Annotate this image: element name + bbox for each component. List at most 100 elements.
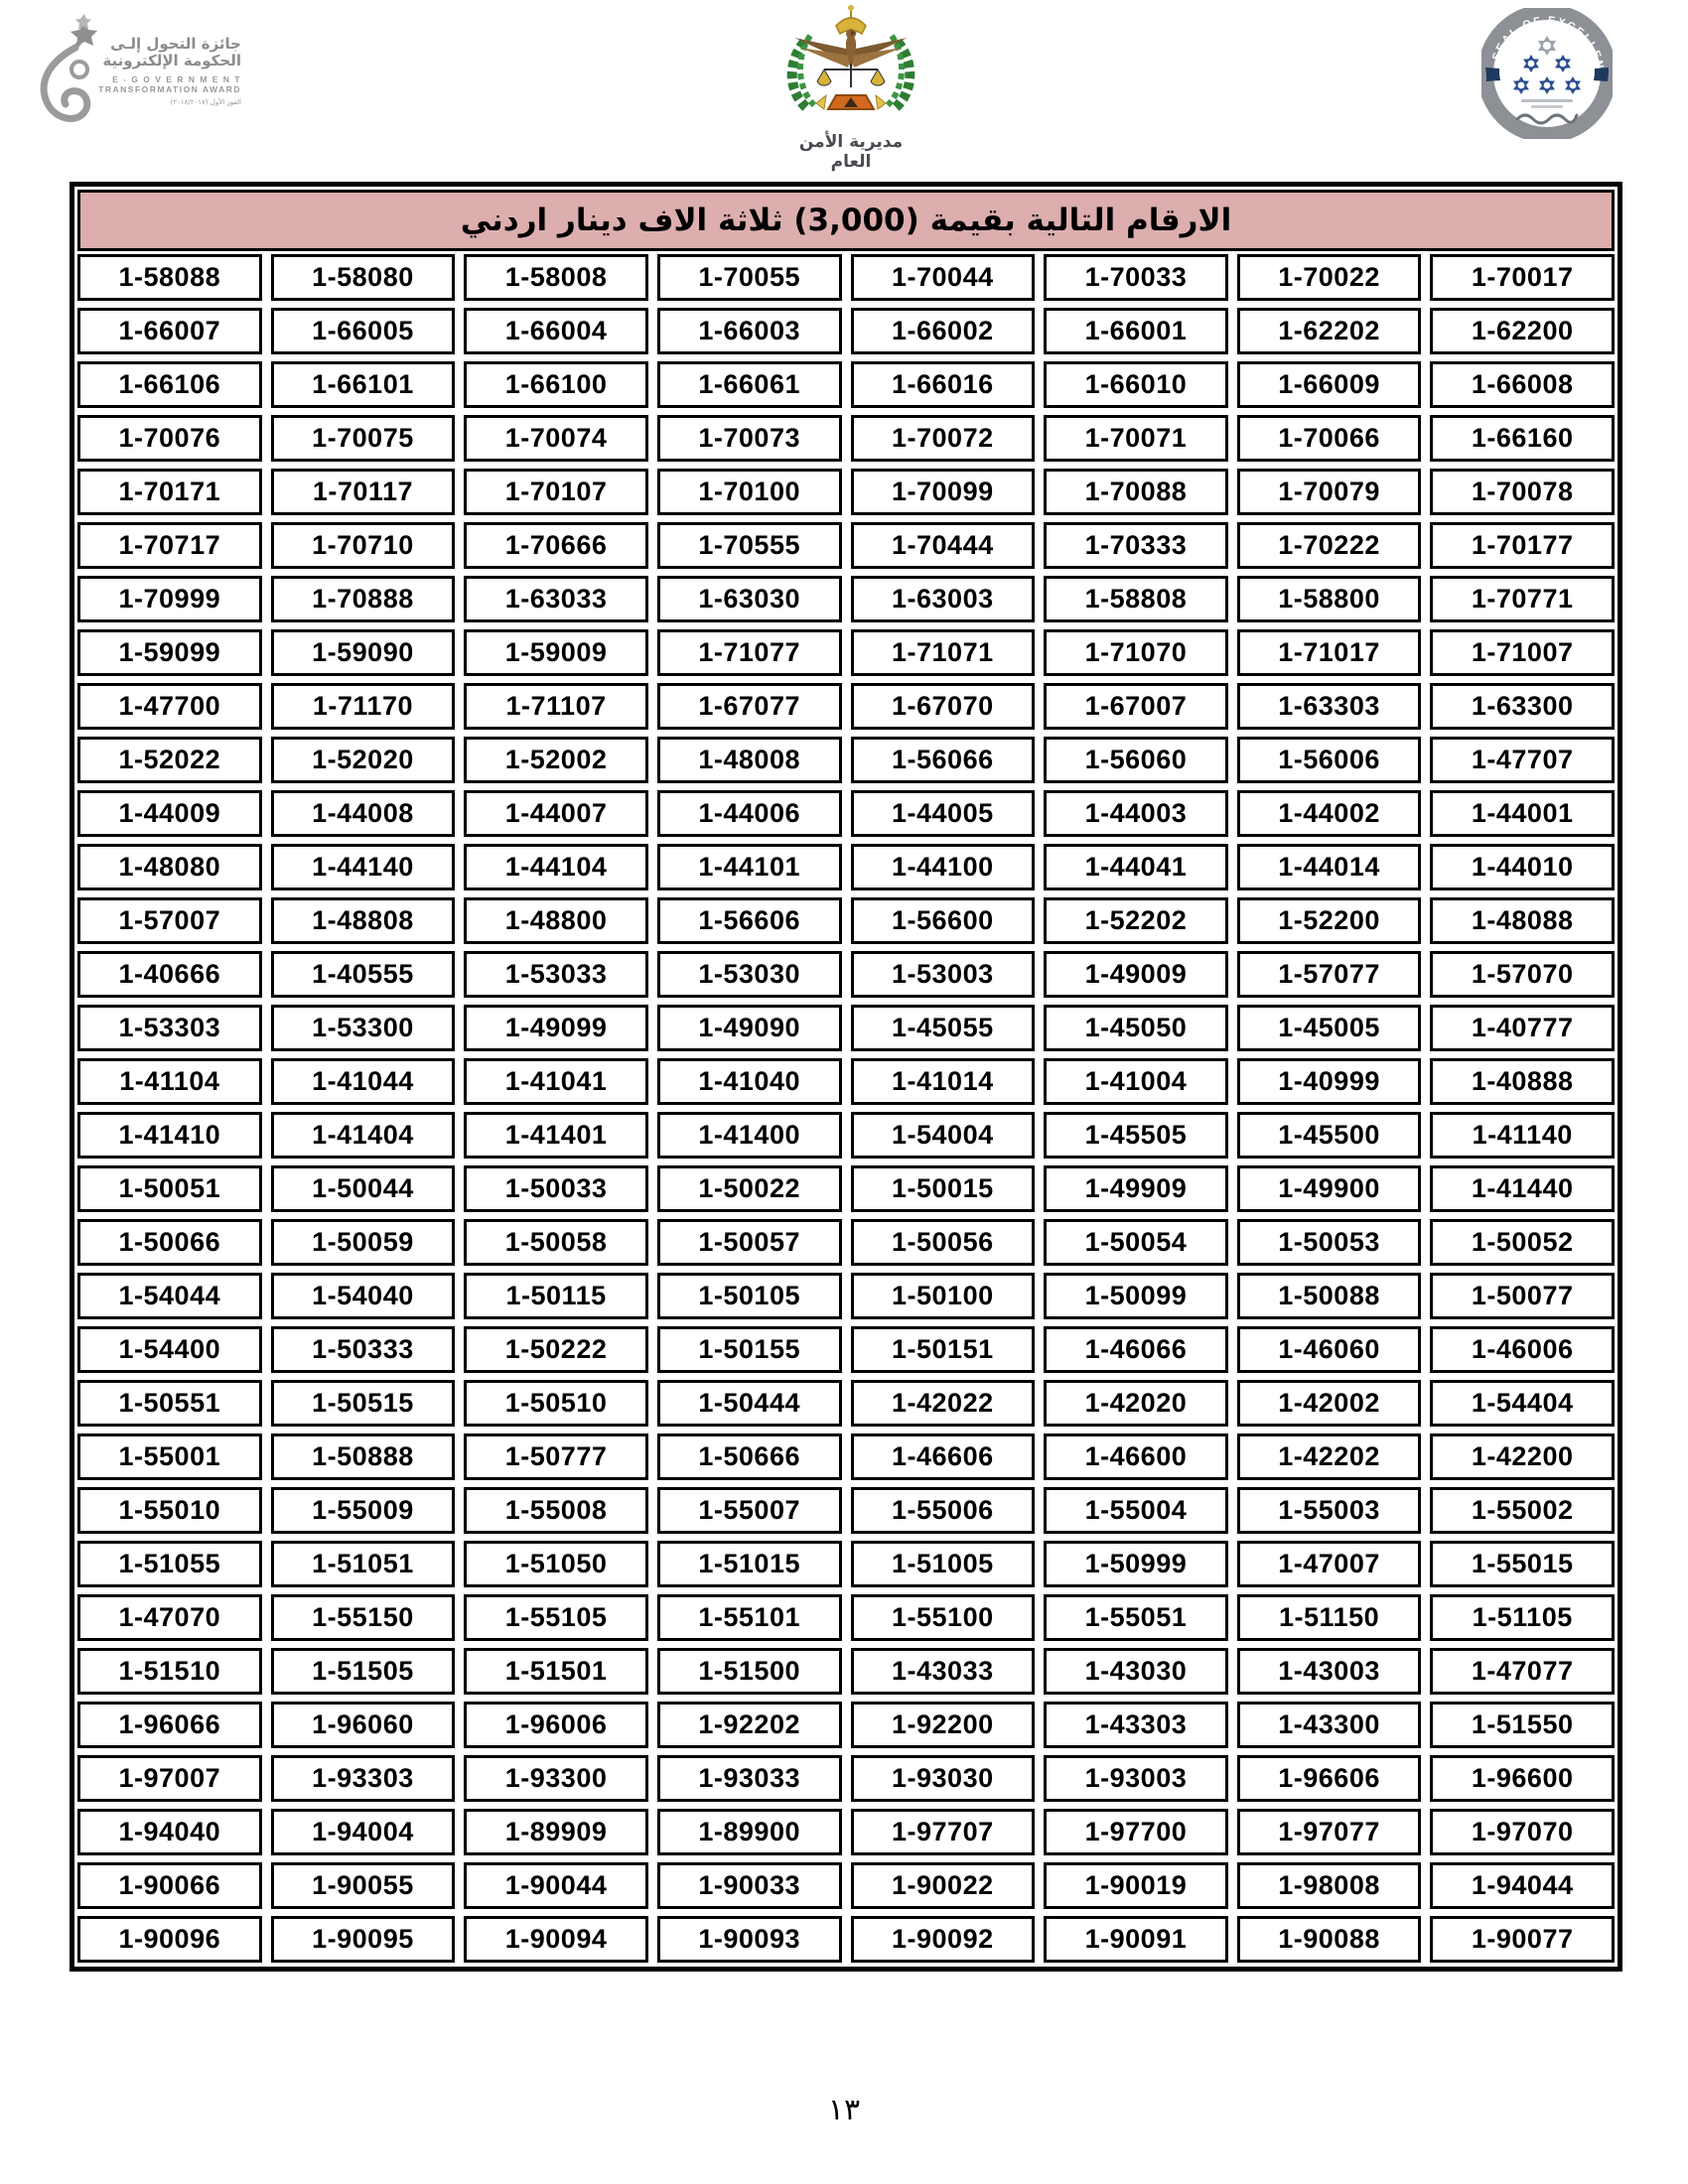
number-cell: 1-44140: [270, 844, 456, 890]
number-cell: 1-40777: [1430, 1005, 1615, 1051]
number-cell: 1-53303: [77, 1005, 262, 1051]
number-cell: 1-90096: [77, 1916, 262, 1963]
number-cell: 1-66160: [1430, 415, 1615, 462]
number-cell: 1-51050: [464, 1541, 648, 1587]
number-cell: 1-55002: [1430, 1487, 1615, 1534]
number-cell: 1-50888: [270, 1433, 456, 1480]
psd-emblem-caption: مديرية الأمن العام: [798, 132, 904, 172]
number-cell: 1-70088: [1044, 469, 1228, 515]
number-cell: 1-50777: [464, 1433, 648, 1480]
number-cell: 1-52200: [1236, 897, 1422, 944]
number-cell: 1-70117: [270, 469, 456, 515]
number-cell: 1-41004: [1044, 1058, 1228, 1105]
number-cell: 1-51550: [1430, 1702, 1615, 1748]
number-cell: 1-40666: [77, 951, 262, 998]
number-cell: 1-42020: [1044, 1380, 1228, 1427]
number-cell: 1-70771: [1430, 576, 1615, 622]
number-cell: 1-71077: [656, 629, 842, 676]
number-cell: 1-66008: [1430, 361, 1615, 408]
number-cell: 1-49909: [1044, 1165, 1228, 1212]
number-cell: 1-70022: [1236, 254, 1422, 301]
number-cell: 1-50666: [656, 1433, 842, 1480]
number-cell: 1-45055: [850, 1005, 1036, 1051]
number-cell: 1-41401: [464, 1112, 648, 1159]
number-cell: 1-70710: [270, 522, 456, 569]
number-cell: 1-94044: [1430, 1862, 1615, 1909]
number-cell: 1-52002: [464, 737, 648, 783]
number-cell: 1-66106: [77, 361, 262, 408]
number-cell: 1-50056: [850, 1219, 1036, 1266]
number-cell: 1-50022: [656, 1165, 842, 1212]
number-cell: 1-55006: [850, 1487, 1036, 1534]
number-cell: 1-53033: [464, 951, 648, 998]
number-cell: 1-46006: [1430, 1326, 1615, 1373]
number-cell: 1-45500: [1236, 1112, 1422, 1159]
page-number: ١٣: [827, 2093, 861, 2127]
number-cell: 1-71107: [464, 683, 648, 730]
number-cell: 1-70074: [464, 415, 648, 462]
number-cell: 1-51005: [850, 1541, 1036, 1587]
number-cell: 1-40888: [1430, 1058, 1615, 1105]
number-cell: 1-70171: [77, 469, 262, 515]
number-cell: 1-50115: [464, 1273, 648, 1319]
number-cell: 1-47007: [1236, 1541, 1422, 1587]
number-cell: 1-50151: [850, 1326, 1036, 1373]
number-cell: 1-97077: [1236, 1809, 1422, 1855]
number-cell: 1-93033: [656, 1755, 842, 1802]
number-cell: 1-50054: [1044, 1219, 1228, 1266]
number-cell: 1-44003: [1044, 790, 1228, 837]
number-cell: 1-50222: [464, 1326, 648, 1373]
number-cell: 1-50088: [1236, 1273, 1422, 1319]
number-cell: 1-44100: [850, 844, 1036, 890]
number-cell: 1-58080: [270, 254, 456, 301]
number-cell: 1-90044: [464, 1862, 648, 1909]
number-cell: 1-41014: [850, 1058, 1036, 1105]
number-cell: 1-50058: [464, 1219, 648, 1266]
number-cell: 1-41104: [77, 1058, 262, 1105]
number-cell: 1-70177: [1430, 522, 1615, 569]
number-cell: 1-51500: [656, 1648, 842, 1695]
number-cell: 1-55101: [656, 1594, 842, 1641]
number-cell: 1-52022: [77, 737, 262, 783]
number-cell: 1-58800: [1236, 576, 1422, 622]
egov-award-arabic-line1: جائزة التحول إلـى: [110, 35, 241, 53]
egov-award-english-line1: E - G O V E R N M E N T: [112, 74, 241, 84]
number-cell: 1-66061: [656, 361, 842, 408]
number-cell: 1-46060: [1236, 1326, 1422, 1373]
number-cell: 1-54040: [270, 1273, 456, 1319]
number-cell: 1-53300: [270, 1005, 456, 1051]
number-cell: 1-93303: [270, 1755, 456, 1802]
number-cell: 1-48080: [77, 844, 262, 890]
number-cell: 1-40999: [1236, 1058, 1422, 1105]
number-cell: 1-43030: [1044, 1648, 1228, 1695]
number-cell: 1-70072: [850, 415, 1036, 462]
number-cell: 1-98008: [1236, 1862, 1422, 1909]
number-cell: 1-58808: [1044, 576, 1228, 622]
number-cell: 1-40555: [270, 951, 456, 998]
number-cell: 1-57077: [1236, 951, 1422, 998]
number-cell: 1-43033: [850, 1648, 1036, 1695]
number-cell: 1-96006: [464, 1702, 648, 1748]
number-cell: 1-53030: [656, 951, 842, 998]
number-cell: 1-90094: [464, 1916, 648, 1963]
number-cell: 1-71007: [1430, 629, 1615, 676]
number-cell: 1-46066: [1044, 1326, 1228, 1373]
number-cell: 1-43303: [1044, 1702, 1228, 1748]
number-cell: 1-93003: [1044, 1755, 1228, 1802]
number-cell: 1-48008: [656, 737, 842, 783]
number-cell: 1-62200: [1430, 308, 1615, 354]
number-cell: 1-71070: [1044, 629, 1228, 676]
number-cell: 1-55105: [464, 1594, 648, 1641]
number-cell: 1-66007: [77, 308, 262, 354]
number-cell: 1-50444: [656, 1380, 842, 1427]
number-cell: 1-50510: [464, 1380, 648, 1427]
number-cell: 1-70075: [270, 415, 456, 462]
number-cell: 1-55010: [77, 1487, 262, 1534]
number-cell: 1-50059: [270, 1219, 456, 1266]
number-cell: 1-71071: [850, 629, 1036, 676]
number-cell: 1-97707: [850, 1809, 1036, 1855]
number-cell: 1-52020: [270, 737, 456, 783]
number-cell: 1-66101: [270, 361, 456, 408]
number-cell: 1-70666: [464, 522, 648, 569]
number-cell: 1-42022: [850, 1380, 1036, 1427]
